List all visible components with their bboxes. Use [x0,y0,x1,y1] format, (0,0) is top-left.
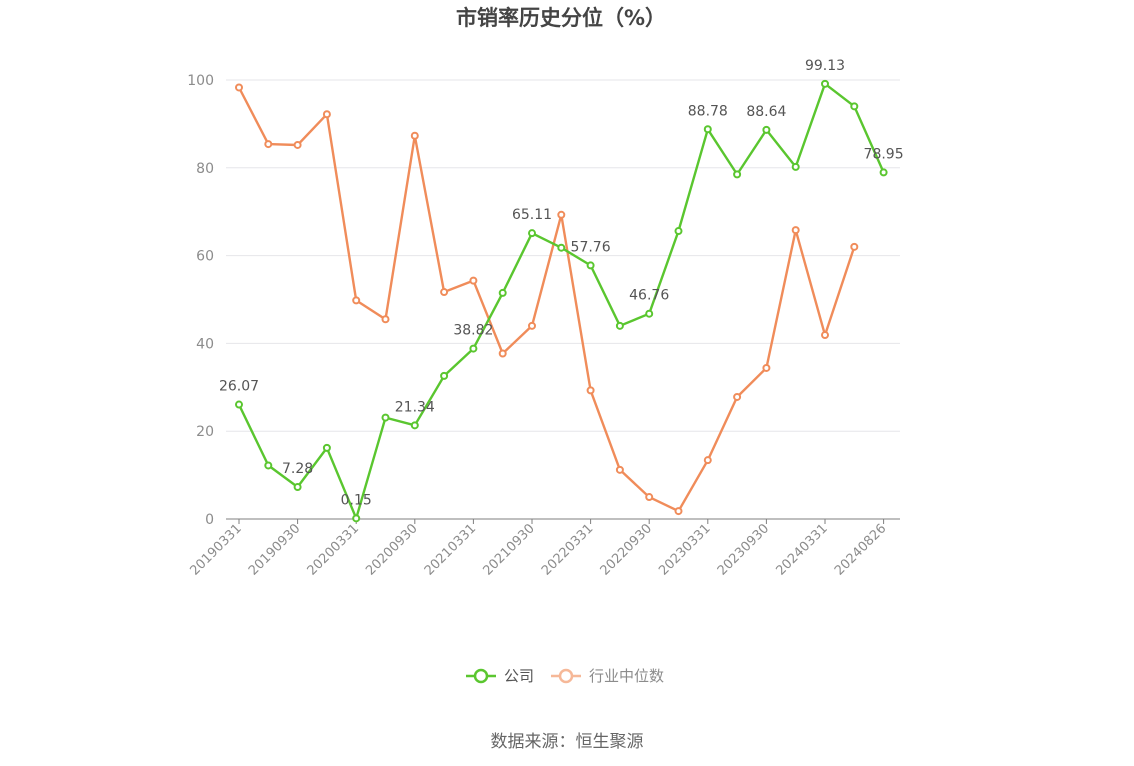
data-point [762,125,771,134]
data-point [703,456,712,465]
data-point [235,83,243,92]
data-point [586,261,595,270]
data-label: 26.07 [219,379,259,395]
data-point [557,210,566,219]
x-tick-label: 20190930 [246,521,303,578]
y-tick-label: 60 [196,249,214,265]
data-label: 7.28 [282,461,313,477]
data-point [733,392,742,401]
x-tick-label: 20220331 [539,521,596,578]
data-point [528,229,536,238]
data-point [821,79,829,88]
legend-item-0[interactable]: 公司 [466,667,534,685]
data-label: 38.82 [453,323,493,339]
y-tick-label: 80 [196,161,214,177]
data-point [322,443,331,452]
data-label: 46.76 [629,288,669,304]
data-label: 88.64 [746,104,786,120]
y-tick-label: 20 [196,424,214,440]
data-point [293,483,302,492]
data-label: 99.13 [805,58,845,74]
legend-marker [558,668,574,684]
data-labels: 26.07 7.28 0.15 21.34 38.82 65.11 57.76 46.76 88… [219,58,904,509]
x-tick-label: 20240331 [773,521,830,578]
data-label: 78.95 [864,146,904,162]
data-label: 0.15 [341,492,372,508]
x-tick-label: 20210930 [480,521,537,578]
data-point [469,344,478,353]
y-axis: 0 20 40 60 80 100 [187,73,214,528]
data-point [410,131,419,140]
x-axis: 20190331 20190930 20200331 20200930 20210331… [187,518,900,579]
data-point [850,242,859,251]
x-tick-label: 20200930 [363,521,420,578]
x-tick-label: 20220930 [598,521,655,578]
data-point [528,321,536,330]
data-point [440,288,449,297]
data-point [235,400,243,409]
data-point [381,413,390,422]
data-label: 65.11 [512,207,552,223]
data-point [674,227,683,236]
x-tick-label: 20240826 [832,521,889,578]
data-point [293,140,302,149]
grid [226,79,900,432]
series-line-0 [237,82,885,520]
data-point [821,331,829,340]
x-tick-label: 20230331 [656,521,713,578]
x-tick-label: 20200331 [305,521,362,578]
data-point [645,309,654,318]
data-point [352,296,361,305]
data-point [557,243,566,252]
y-tick-label: 0 [205,512,214,528]
data-point [322,110,331,119]
data-point [498,288,507,297]
data-point [264,461,273,470]
data-label: 21.34 [395,399,435,415]
series-points [235,79,888,523]
data-point [615,465,624,474]
data-point [615,321,624,330]
data-point [879,168,888,177]
y-tick-label: 40 [196,336,214,352]
data-point [762,363,771,372]
data-point [410,421,419,430]
data-point [850,102,859,111]
x-tick-label: 20230930 [715,521,772,578]
legend[interactable]: 公司 行业中位数 [466,667,664,685]
data-point [791,226,800,235]
data-point [440,371,449,380]
chart-title: 市销率历史分位（%） [456,6,666,30]
y-tick-label: 100 [187,73,214,89]
legend-label: 行业中位数 [589,667,664,685]
data-point [791,162,800,171]
data-point [586,386,595,395]
data-point [703,125,712,134]
data-point [469,276,478,285]
data-point [381,315,390,324]
data-point [352,514,361,523]
x-tick-label: 20190331 [187,521,244,578]
data-point [498,349,507,358]
x-tick-label: 20210331 [422,521,479,578]
legend-item-1[interactable]: 行业中位数 [551,667,664,685]
data-point [674,507,683,516]
data-point [645,493,654,502]
source-note: 数据来源：恒生聚源 [491,732,644,752]
data-point [264,140,273,149]
data-label: 57.76 [571,239,611,255]
legend-marker [473,668,489,684]
series-lines [237,82,885,520]
series-line-1 [237,86,856,513]
data-point [733,170,742,179]
legend-label: 公司 [504,667,534,685]
data-label: 88.78 [688,103,728,119]
